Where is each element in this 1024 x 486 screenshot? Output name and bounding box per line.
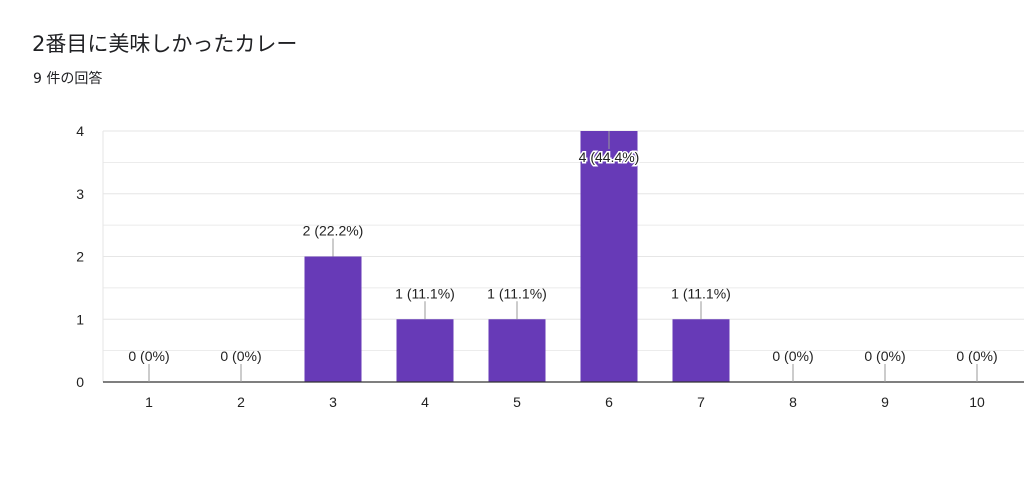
x-tick-label: 6 [605,394,613,410]
data-label: 0 (0%) [772,348,813,364]
chart-title: 2番目に美味しかったカレー [32,32,298,56]
bars [304,131,730,382]
grid-lines [102,130,1024,382]
data-label: 1 (11.1%) [395,285,455,301]
x-tick-label: 7 [697,394,705,410]
data-labels: 0 (0%) 0 (0%) 2 (22.2%) 1 (11.1%) 1 (11.1%) 4… [128,131,998,382]
y-tick-label: 1 [76,311,84,327]
y-tick-label: 4 [76,123,84,139]
data-label: 0 (0%) [956,348,997,364]
x-tick-label: 4 [421,394,429,410]
x-tick-label: 5 [513,394,521,410]
data-label: 1 (11.1%) [487,285,547,301]
x-tick-label: 10 [969,394,985,410]
data-label: 4 (44.4%) [579,149,640,165]
data-label: 0 (0%) [128,348,169,364]
y-tick-label: 0 [76,374,84,390]
data-label: 0 (0%) [220,348,261,364]
data-label: 0 (0%) [864,348,905,364]
x-tick-label: 1 [145,394,153,410]
y-tick-label: 2 [76,249,84,265]
bar-3 [304,256,362,382]
x-tick-label: 9 [881,394,889,410]
data-label: 1 (11.1%) [671,285,731,301]
x-tick-label: 8 [789,394,797,410]
bar-6 [580,131,638,382]
x-tick-label: 2 [237,394,245,410]
response-count: 9 件の回答 [33,71,103,87]
bar-7 [672,319,730,382]
y-axis-ticks: 0 1 2 3 4 [76,123,84,390]
data-label: 2 (22.2%) [303,223,364,239]
bar-4 [396,319,454,382]
y-tick-label: 3 [76,186,84,202]
x-axis-ticks: 1 2 3 4 5 6 7 8 9 10 [145,394,985,410]
x-tick-label: 3 [329,394,337,410]
bar-5 [488,319,546,382]
